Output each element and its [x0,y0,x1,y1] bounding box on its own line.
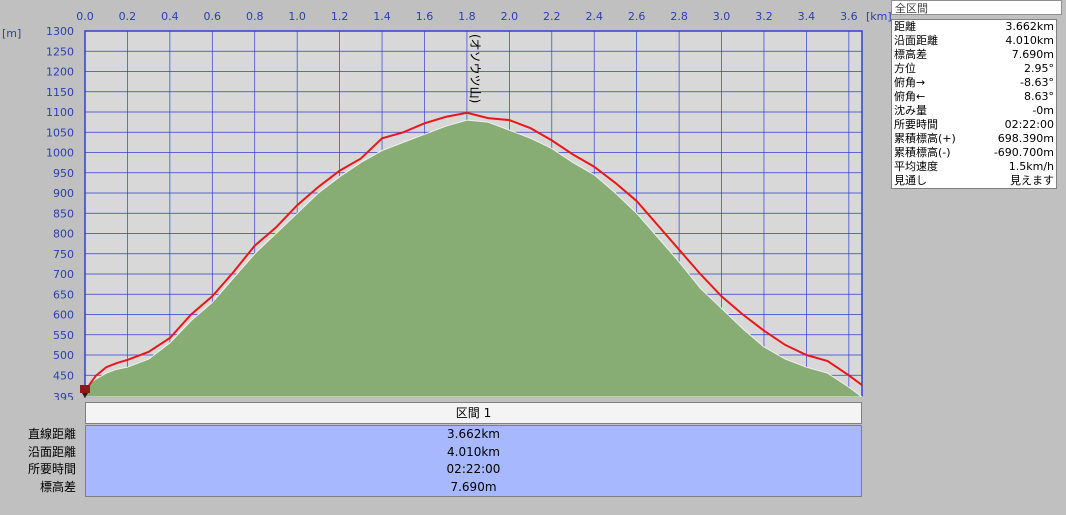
summary-row-label: 俯角→ [894,76,926,89]
elevation-profile-chart: [m] [km] 0.0 0.2 0.4 0.6 0.8 1.0 1.2 1.4 1.6 1.8 2… [2,10,892,400]
summary-row: 標高差 7.690m [892,48,1057,62]
segment-row-labels: 直線距離 沿面距離 所要時間 標高差 [10,426,76,496]
summary-row-label: 沿面距離 [894,34,938,47]
y-tick-label: 1250 [46,45,74,58]
x-tick-label: 3.6 [840,10,858,23]
segment-values: 3.662km 4.010km 02:22:00 7.690m [85,425,862,497]
x-tick-label: 1.2 [331,10,349,23]
summary-row-label: 方位 [894,62,916,75]
summary-row-label: 標高差 [894,48,927,61]
summary-row-value: -690.700m [993,146,1054,159]
y-tick-label: 950 [53,167,74,180]
y-tick-label: 800 [53,228,74,241]
summary-row-label: 所要時間 [894,118,938,131]
summary-row: 沿面距離 4.010km [892,34,1057,48]
x-tick-label: 3.4 [798,10,816,23]
y-tick-label: 650 [53,288,74,301]
x-tick-label: 1.8 [458,10,476,23]
segment-label: 標高差 [39,479,76,494]
y-tick-label: 600 [53,309,74,322]
summary-row-value: 7.690m [1011,48,1054,61]
segment-label: 所要時間 [27,462,76,476]
summary-row-label: 俯角← [894,90,926,103]
summary-row: 俯角→ -8.63° [892,76,1057,90]
segment-label: 直線距離 [27,427,76,441]
summary-row-value: 4.010km [1005,34,1054,47]
y-tick-label: 550 [53,329,74,342]
summary-row: 俯角← 8.63° [892,90,1057,104]
x-tick-label: 1.6 [416,10,434,23]
segment-header[interactable]: 区間 1 [85,402,862,424]
x-unit-label: [km] [866,10,892,23]
summary-row-label: 見通し [894,174,927,187]
x-tick-label: 0.4 [161,10,179,23]
x-tick-label: 0.0 [76,10,94,23]
summary-row: 距離 3.662km [892,20,1057,35]
x-tick-label: 2.4 [585,10,603,23]
x-tick-label: 2.2 [543,10,561,23]
y-tick-label: 1000 [46,147,74,160]
y-tick-label: 500 [53,349,74,362]
segment-value: 02:22:00 [446,462,501,476]
y-tick-label: 900 [53,187,74,200]
y-tick-label: 395 [53,391,74,400]
peak-annotation: (オソウツ山) [468,34,482,103]
summary-row-label: 距離 [894,20,916,33]
summary-row-value: -0m [1032,104,1054,117]
summary-row-label: 累積標高(+) [894,132,956,145]
summary-row-value: 2.95° [1024,62,1054,75]
summary-row: 見通し 見えます [892,174,1057,189]
x-tick-label: 2.8 [670,10,688,23]
summary-row-label: 累積標高(-) [894,146,951,159]
summary-row-value: -8.63° [1020,76,1054,89]
x-tick-label: 1.0 [288,10,306,23]
summary-row-value: 1.5km/h [1008,160,1054,173]
x-tick-label: 0.2 [119,10,137,23]
segment-value: 4.010km [447,444,500,459]
segment-value: 7.690m [450,479,497,494]
y-tick-label: 850 [53,207,74,220]
terrain-area [84,119,864,398]
x-tick-label: 2.6 [628,10,646,23]
x-tick-label: 3.0 [713,10,731,23]
x-tick-label: 2.0 [501,10,519,23]
summary-table: 距離 3.662km 沿面距離 4.010km 標高差 7.690m 方位 2.95° 俯角→ -… [891,19,1057,189]
segment-value: 3.662km [447,427,500,441]
summary-row-value: 698.390m [997,132,1054,145]
summary-row: 平均速度 1.5km/h [892,160,1057,174]
y-tick-label: 750 [53,248,74,261]
summary-row: 沈み量 -0m [892,104,1057,118]
summary-panel: 全区間 距離 3.662km 沿面距離 4.010km 標高差 7.690m 方位 2.95°… [891,0,1062,189]
summary-row-value: 8.63° [1024,90,1054,103]
summary-row-label: 平均速度 [894,160,938,173]
summary-row: 累積標高(+) 698.390m [892,132,1057,146]
y-tick-label: 1100 [46,106,74,119]
y-unit-label: [m] [2,27,21,40]
summary-row: 方位 2.95° [892,62,1057,76]
x-tick-labels: 0.0 0.2 0.4 0.6 0.8 1.0 1.2 1.4 1.6 1.8 2.0 2.2 2.4 2… [76,10,857,23]
summary-row: 所要時間 02:22:00 [892,118,1057,132]
summary-row: 累積標高(-) -690.700m [892,146,1057,160]
start-marker-icon[interactable] [80,385,90,398]
y-tick-labels: 1300 1250 1200 1150 1100 1050 1000 950 900 850 800… [46,25,74,400]
y-tick-label: 1300 [46,25,74,38]
summary-tab[interactable]: 全区間 [891,0,1062,15]
x-tick-label: 1.4 [373,10,391,23]
x-tick-label: 3.2 [755,10,773,23]
y-tick-label: 700 [53,268,74,281]
route-line [84,111,863,392]
y-tick-label: 450 [53,369,74,382]
summary-row-value: 02:22:00 [1004,118,1054,131]
y-tick-label: 1050 [46,126,74,139]
summary-row-value: 見えます [1010,174,1054,187]
summary-row-label: 沈み量 [894,104,927,117]
summary-row-value: 3.662km [1005,20,1054,33]
segment-label: 沿面距離 [27,444,76,459]
x-tick-label: 0.8 [246,10,264,23]
y-tick-label: 1200 [46,66,74,79]
y-tick-label: 1150 [46,86,74,99]
x-tick-label: 0.6 [204,10,222,23]
